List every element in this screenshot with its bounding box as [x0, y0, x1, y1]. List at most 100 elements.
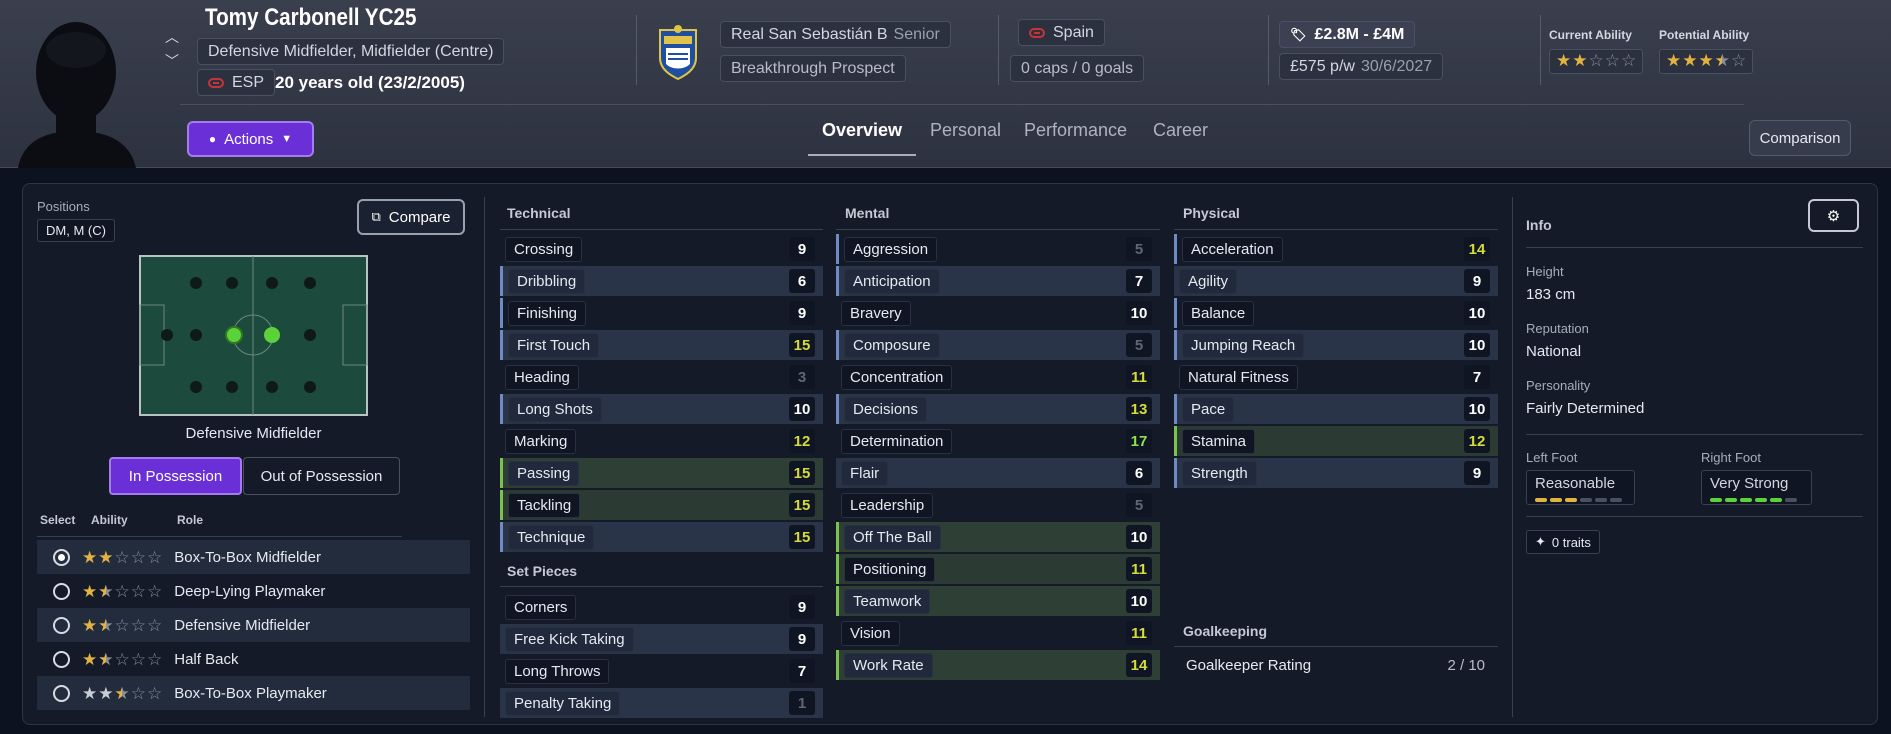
attribute-row[interactable]: Anticipation 7 [836, 266, 1160, 296]
next-player-icon[interactable]: ﹀ [165, 53, 179, 69]
divider [636, 15, 637, 85]
role-radio[interactable] [53, 650, 70, 668]
role-row[interactable]: ★★☆☆☆ Half Back [37, 642, 470, 676]
attribute-row[interactable]: Agility 9 [1174, 266, 1498, 296]
attribute-name: Bravery [841, 300, 911, 326]
traits-badge[interactable]: ✦ 0 traits [1526, 530, 1600, 554]
mental-title: Mental [845, 205, 890, 221]
divider [836, 229, 1160, 230]
tab-career[interactable]: Career [1153, 120, 1209, 140]
attribute-row[interactable]: First Touch 15 [500, 330, 823, 360]
divider [500, 229, 823, 230]
role-ability-stars: ★★☆☆☆ [82, 549, 162, 566]
star-full-icon: ★ [98, 547, 114, 567]
attribute-name: Marking [505, 428, 577, 454]
attribute-row[interactable]: Passing 15 [500, 458, 823, 488]
player-name: Tomy Carbonell YC25 [205, 4, 417, 31]
role-radio[interactable] [53, 582, 70, 600]
player-age: 20 years old (23/2/2005) [275, 73, 465, 92]
attribute-row[interactable]: Bravery 10 [836, 298, 1160, 328]
attribute-value: 9 [789, 301, 815, 325]
role-radio[interactable] [53, 616, 70, 634]
attribute-value: 10 [1464, 333, 1490, 357]
attribute-value: 15 [789, 525, 815, 549]
tab-performance[interactable]: Performance [1024, 120, 1128, 140]
attribute-row[interactable]: Penalty Taking 1 [500, 688, 823, 718]
attribute-row[interactable]: Off The Ball 10 [836, 522, 1160, 552]
attribute-row[interactable]: Crossing 9 [500, 234, 823, 264]
attribute-row[interactable]: Decisions 13 [836, 394, 1160, 424]
attribute-row[interactable]: Jumping Reach 10 [1174, 330, 1498, 360]
attribute-row[interactable]: Determination 17 [836, 426, 1160, 456]
attribute-row[interactable]: Balance 10 [1174, 298, 1498, 328]
attribute-row[interactable]: Stamina 12 [1174, 426, 1498, 456]
attribute-row[interactable]: Strength 9 [1174, 458, 1498, 488]
in-possession-tab[interactable]: In Possession [109, 457, 242, 495]
star-full-icon: ★ [82, 581, 98, 601]
attribute-row[interactable]: Vision 11 [836, 618, 1160, 648]
attribute-name: Long Throws [505, 658, 610, 684]
info-options-icon[interactable]: ⚙ [1808, 199, 1859, 232]
foot-level-segment [1595, 498, 1607, 502]
attribute-value: 17 [1126, 429, 1152, 453]
height-value: 183 cm [1526, 286, 1576, 303]
role-row[interactable]: ★ ★ ☆ ☆ ☆ Box-To-Box Midfielder [37, 540, 470, 574]
compare-button[interactable]: ⧉ Compare [357, 199, 465, 235]
position-pitch [139, 255, 368, 416]
foot-level-segment [1755, 498, 1767, 502]
attribute-row[interactable]: Leadership 5 [836, 490, 1160, 520]
foot-level-segment [1740, 498, 1752, 502]
attribute-row[interactable]: Positioning 11 [836, 554, 1160, 584]
attribute-row[interactable]: Concentration 11 [836, 362, 1160, 392]
attribute-value: 7 [1464, 365, 1490, 389]
attribute-row[interactable]: Free Kick Taking 9 [500, 624, 823, 654]
role-row[interactable]: ★★☆☆☆ Defensive Midfielder [37, 608, 470, 642]
attribute-row[interactable]: Acceleration 14 [1174, 234, 1498, 264]
role-radio[interactable] [53, 684, 70, 702]
club-badge[interactable]: Real San Sebastián B Senior [720, 21, 951, 48]
attribute-name: Stamina [1182, 428, 1256, 454]
role-row[interactable]: ★★★☆☆ Box-To-Box Playmaker [37, 676, 470, 710]
comparison-button[interactable]: Comparison [1749, 120, 1851, 156]
attribute-row[interactable]: Tackling 15 [500, 490, 823, 520]
attribute-row[interactable]: Natural Fitness 7 [1174, 362, 1498, 392]
role-row[interactable]: ★★☆☆☆ Deep-Lying Playmaker [37, 574, 470, 608]
star-empty-icon: ☆ [1731, 51, 1747, 70]
foot-level-segment [1550, 498, 1562, 502]
attribute-value: 13 [1126, 397, 1152, 421]
previous-player-icon[interactable]: ︿ [165, 29, 179, 45]
star-empty-icon: ☆ [147, 683, 163, 703]
attribute-row[interactable]: Dribbling 6 [500, 266, 823, 296]
attribute-name: Natural Fitness [1179, 364, 1298, 390]
tab-overview[interactable]: Overview [808, 120, 917, 156]
transfer-value-badge[interactable]: 🏷 £2.8M - £4M [1279, 21, 1416, 48]
nation-badge[interactable]: Spain [1018, 19, 1105, 46]
star-full-icon: ★ [1666, 51, 1682, 70]
attribute-row[interactable]: Corners 9 [500, 592, 823, 622]
status-badge: Breakthrough Prospect [720, 55, 906, 82]
attribute-row[interactable]: Technique 15 [500, 522, 823, 552]
attribute-row[interactable]: Finishing 9 [500, 298, 823, 328]
goalkeeper-rating-label: Goalkeeper Rating [1186, 657, 1312, 674]
tab-personal[interactable]: Personal [930, 120, 1002, 140]
star-empty-icon: ☆ [1604, 51, 1620, 70]
attribute-row[interactable]: Long Shots 10 [500, 394, 823, 424]
potential-ability-label: Potential Ability [1659, 28, 1750, 42]
attribute-row[interactable]: Work Rate 14 [836, 650, 1160, 680]
attribute-row[interactable]: Pace 10 [1174, 394, 1498, 424]
divider [180, 104, 1744, 105]
attribute-value: 7 [789, 659, 815, 683]
attribute-row[interactable]: Aggression 5 [836, 234, 1160, 264]
actions-button[interactable]: ● Actions ▼ [187, 121, 314, 157]
attribute-row[interactable]: Teamwork 10 [836, 586, 1160, 616]
role-radio[interactable] [53, 548, 70, 566]
attribute-row[interactable]: Composure 5 [836, 330, 1160, 360]
attribute-row[interactable]: Flair 6 [836, 458, 1160, 488]
goalkeeping-title: Goalkeeping [1183, 623, 1268, 639]
attribute-row[interactable]: Long Throws 7 [500, 656, 823, 686]
attribute-row[interactable]: Marking 12 [500, 426, 823, 456]
out-of-possession-tab[interactable]: Out of Possession [243, 457, 400, 495]
attribute-value: 12 [1464, 429, 1490, 453]
attribute-name: Vision [841, 620, 900, 646]
attribute-row[interactable]: Heading 3 [500, 362, 823, 392]
